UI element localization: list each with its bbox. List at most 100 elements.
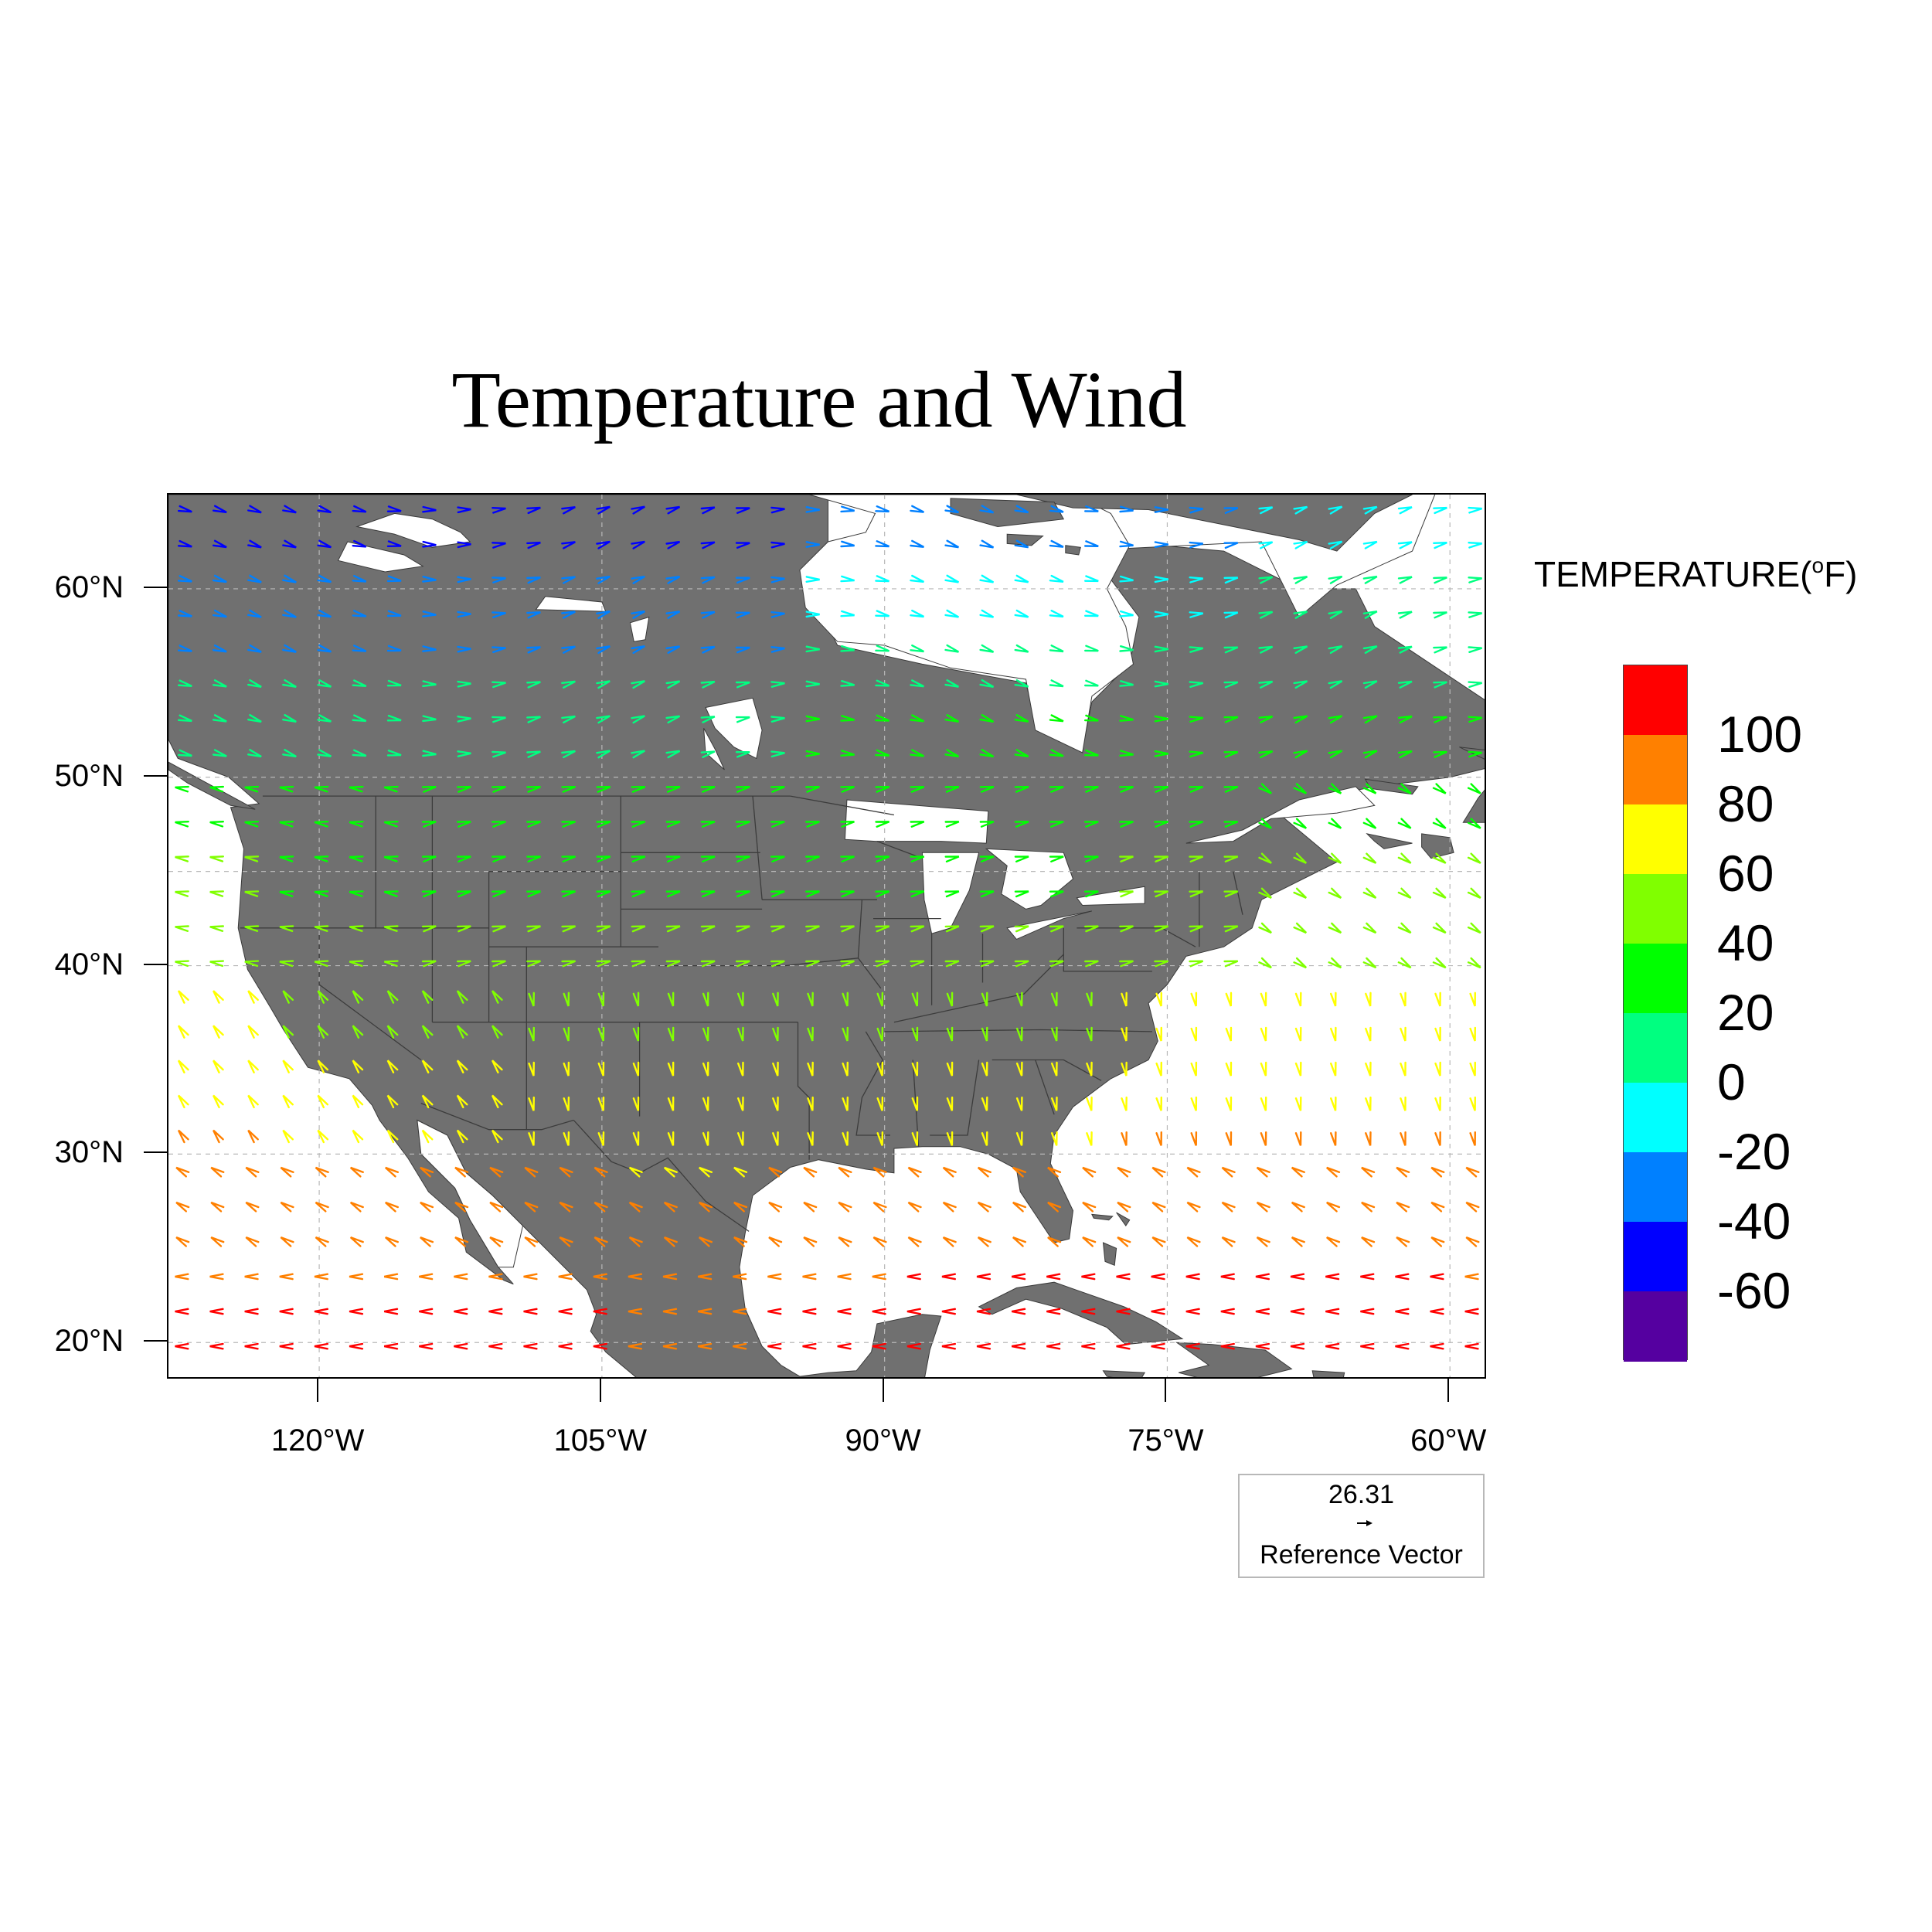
wind-vector-27 [1119,505,1134,513]
wind-vector-920 [454,1342,468,1350]
wind-vector-158 [386,645,402,652]
wind-vector-528 [1362,957,1377,969]
wind-vector-748 [1082,1166,1097,1178]
wind-vector-675 [1190,1096,1198,1111]
wind-vector-641 [1330,1061,1337,1077]
wind-vector-32 [1293,505,1308,515]
lon-tick-label: 105°W [553,1423,648,1458]
wind-vector-715 [1260,1131,1267,1146]
wind-vector-384 [314,855,329,862]
wind-vector-110 [1362,575,1378,584]
wind-vector-710 [1086,1131,1093,1146]
wind-vector-201 [561,680,576,689]
wind-vector-98 [944,574,960,583]
lon-tick-mark [1165,1379,1167,1402]
wind-vector-467 [561,925,576,933]
wind-vector-70 [1293,540,1308,549]
wind-vector-484 [1154,925,1168,933]
wind-vector-306 [244,785,260,793]
wind-vector-341 [1467,783,1481,794]
wind-vector-29 [1189,506,1204,514]
wind-vector-849 [628,1273,642,1281]
wind-vector-886 [593,1308,607,1315]
wind-vector-653 [421,1094,434,1109]
wind-vector-17 [770,506,785,514]
wind-vector-680 [1365,1096,1372,1111]
wind-vector-13 [631,505,645,515]
wind-vector-488 [1293,922,1308,934]
wind-vector-883 [488,1308,503,1315]
hudson-bay [799,495,1134,753]
wind-vector-168 [735,646,750,654]
wind-vector-169 [770,646,785,653]
wind-vector-239 [561,715,576,724]
wind-vector-202 [596,680,611,689]
wind-vector-129 [700,611,716,619]
wind-vector-465 [492,925,506,933]
wind-vector-843 [419,1273,434,1281]
wind-vector-738 [733,1166,748,1178]
color-bar-cell [1624,944,1687,1014]
wind-vector-150 [1433,611,1447,619]
wind-vector-612 [317,1060,329,1073]
wind-vector-457 [209,925,224,932]
wind-vector-834 [1430,1236,1445,1247]
wind-vector-605 [1400,1026,1406,1042]
wind-vector-454 [1432,887,1447,899]
wind-vector-874 [175,1308,189,1315]
wind-vector-305 [209,785,224,793]
wind-vector-93 [770,576,785,583]
wind-vector-902 [1151,1308,1165,1315]
wind-vector-387 [421,855,437,862]
wind-vector-325 [910,786,925,793]
wind-vector-128 [665,611,681,619]
wind-vector-943 [1255,1342,1270,1350]
wind-vector-100 [1014,574,1029,583]
wind-vector-259 [1258,715,1274,723]
wind-vector-226 [1433,681,1447,689]
wind-vector-428 [526,890,541,898]
wind-vector-632 [1015,1061,1023,1077]
wind-vector-798 [175,1236,190,1247]
wind-vector-420 [244,890,260,897]
wind-vector-629 [911,1061,919,1077]
wind-vector-72 [1362,540,1378,549]
wind-vector-622 [667,1061,675,1077]
wind-vector-617 [492,1060,503,1073]
wind-vector-452 [1362,887,1377,899]
wind-vector-929 [767,1342,782,1350]
wind-vector-543 [563,992,570,1007]
wind-vector-873 [1464,1273,1479,1281]
wind-vector-26 [1084,505,1099,512]
wind-vector-727 [349,1166,364,1178]
wind-vector-700 [737,1131,744,1146]
wind-vector-571 [213,1025,224,1039]
wind-vector-890 [733,1308,747,1315]
lon-tick-mark [1447,1379,1450,1402]
wind-vector-510 [735,960,750,968]
wind-vector-486 [1223,925,1239,933]
wind-vector-236 [457,716,471,723]
wind-vector-492 [1432,922,1447,934]
vancouver-island [168,761,256,810]
wind-vector-932 [872,1342,886,1350]
wind-vector-479 [979,925,995,933]
wind-vector-2 [247,505,262,514]
wind-vector-268 [247,749,262,758]
wind-vector-601 [1260,1026,1267,1042]
wind-vector-659 [632,1096,640,1111]
wind-vector-646 [177,1094,189,1109]
wind-vector-22 [944,505,959,514]
wind-vector-503 [492,960,506,968]
wind-vector-941 [1185,1342,1200,1350]
wind-vector-365 [979,821,995,828]
wind-vector-940 [1151,1342,1165,1350]
wind-vector-577 [421,1025,434,1039]
wind-vector-712 [1155,1131,1162,1146]
wind-vector-656 [528,1096,535,1111]
wind-vector-320 [735,786,750,793]
wind-vector-592 [946,1026,954,1042]
wind-vector-898 [1011,1308,1026,1315]
wind-vector-766 [384,1201,399,1213]
wind-vector-820 [942,1236,957,1247]
